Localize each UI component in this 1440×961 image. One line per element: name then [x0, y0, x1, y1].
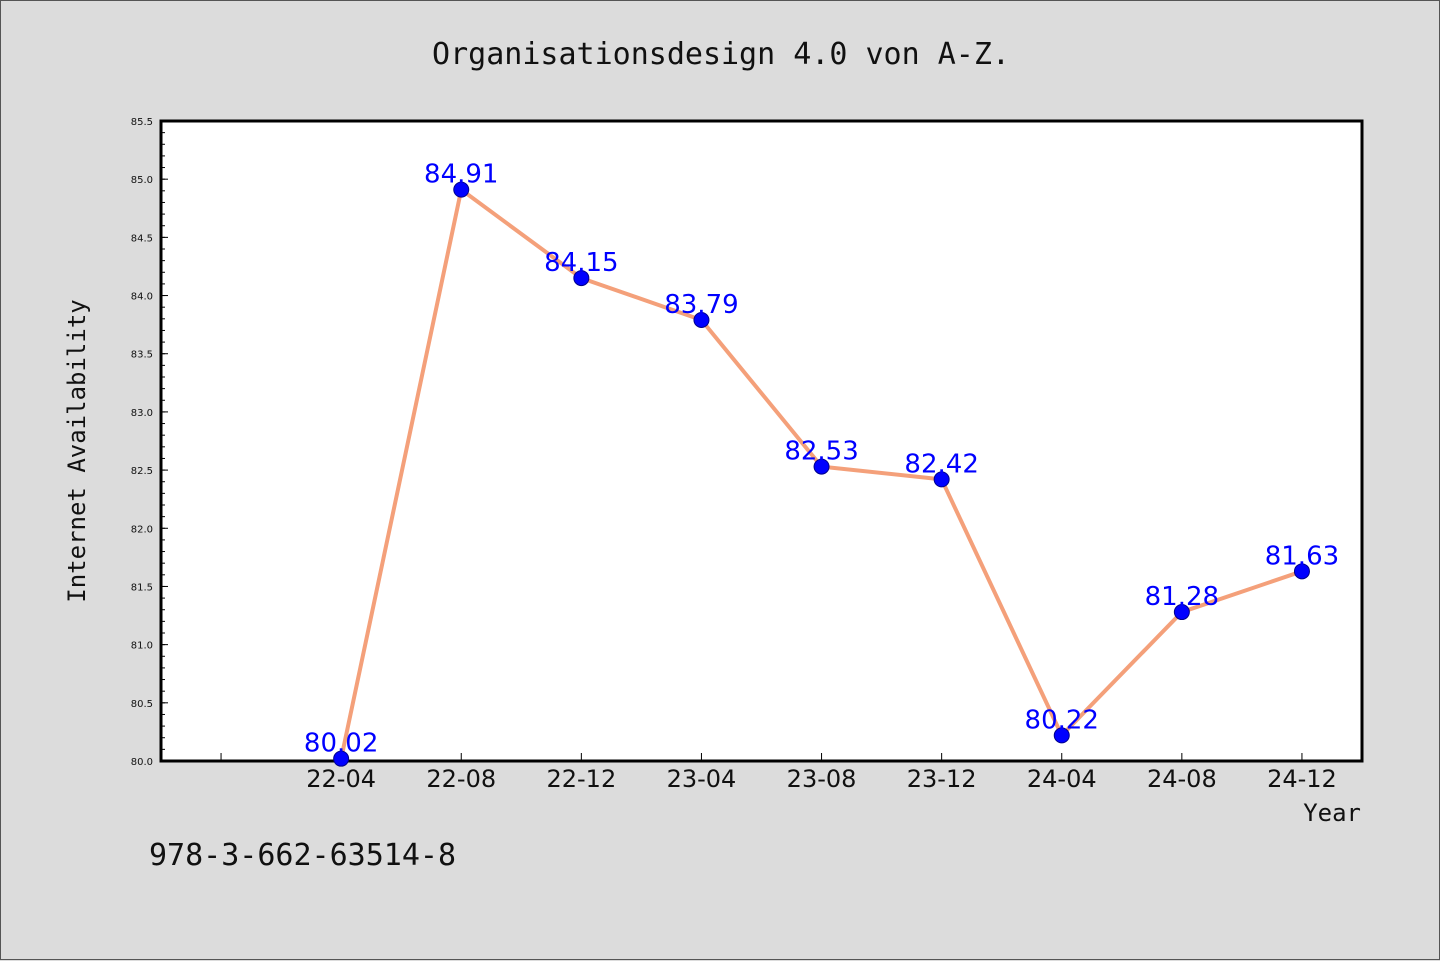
data-label: 84.91 [424, 160, 498, 190]
y-tick-label: 85.0 [131, 175, 153, 186]
y-axis-ticks: 80.0 80.5 81.0 81.5 82.0 82.5 83.0 83.5 84.0 84.5… [131, 117, 168, 768]
x-tick-label: 22-08 [426, 765, 496, 793]
x-tick-label: 23-12 [907, 765, 977, 793]
data-label: 80.02 [304, 729, 378, 759]
x-tick-label: 23-04 [667, 765, 737, 793]
data-label: 84.15 [544, 248, 618, 278]
x-tick-label: 24-08 [1147, 765, 1217, 793]
series-layer: 80.02 84.91 84.15 83.79 82.53 82.42 80.22 81.28… [304, 160, 1339, 767]
x-tick-label: 24-04 [1027, 765, 1097, 793]
data-point [1053, 727, 1070, 744]
footer-isbn: 978-3-662-63514-8 [149, 838, 456, 873]
data-point [453, 181, 470, 198]
data-label: 82.53 [784, 437, 858, 467]
data-point [1173, 604, 1190, 621]
y-tick-label: 82.5 [131, 466, 153, 477]
x-tick-label: 24-12 [1267, 765, 1337, 793]
y-axis-label: Internet Availability [63, 299, 91, 602]
data-label: 81.28 [1145, 582, 1219, 612]
y-tick-label: 84.5 [131, 233, 153, 244]
data-point [333, 750, 350, 767]
data-point [693, 311, 710, 328]
y-tick-label: 80.0 [131, 757, 153, 768]
y-tick-label: 83.0 [131, 408, 153, 419]
chart-title: Organisationsdesign 4.0 von A-Z. [432, 37, 1010, 72]
x-tick-label: 22-04 [306, 765, 376, 793]
x-tick-label: 22-12 [546, 765, 616, 793]
data-label: 81.63 [1265, 541, 1339, 571]
plot-area [159, 119, 1364, 763]
data-label: 82.42 [904, 449, 978, 479]
data-point [573, 270, 590, 287]
data-point [933, 471, 950, 488]
y-tick-label: 82.0 [131, 524, 153, 535]
data-label: 80.22 [1025, 705, 1099, 735]
y-tick-label: 81.5 [131, 582, 153, 593]
x-axis-ticks: 22-04 22-08 22-12 23-04 23-08 23-12 24-04 24-08… [220, 753, 1337, 793]
data-point [813, 458, 830, 475]
data-point [1293, 563, 1310, 580]
data-label: 83.79 [664, 290, 738, 320]
y-tick-label: 83.5 [131, 350, 153, 361]
y-tick-label: 84.0 [131, 292, 153, 303]
y-tick-label: 80.5 [131, 699, 153, 710]
x-tick-label: 23-08 [787, 765, 857, 793]
x-axis-label: Year [1303, 799, 1361, 827]
y-tick-label: 81.0 [131, 641, 153, 652]
y-tick-label: 85.5 [131, 117, 153, 128]
